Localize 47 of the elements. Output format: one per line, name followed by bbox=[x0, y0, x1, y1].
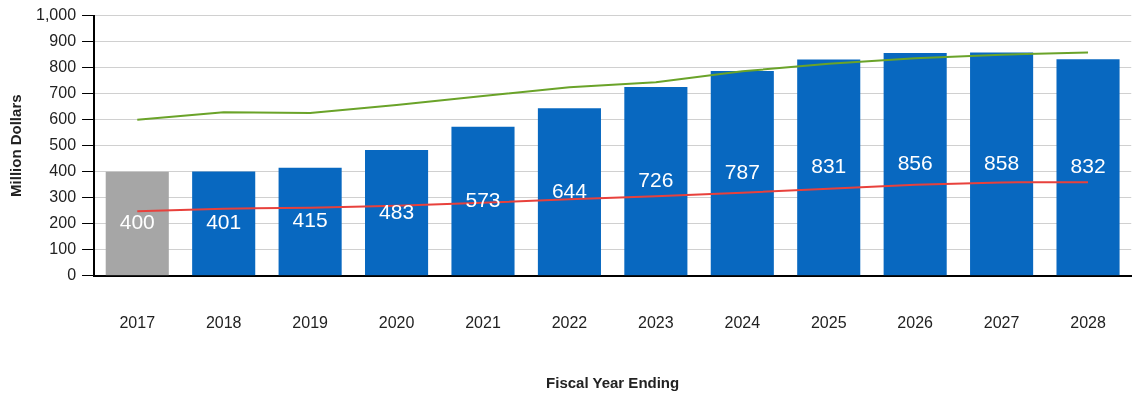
y-tick-label: 700 bbox=[49, 84, 77, 102]
y-tick-label: 900 bbox=[49, 32, 77, 50]
x-tick-label: 2028 bbox=[1070, 313, 1106, 331]
data-label: 415 bbox=[292, 208, 328, 232]
y-tick-label: 1,000 bbox=[35, 6, 77, 24]
x-tick-label: 2024 bbox=[724, 313, 761, 331]
x-tick-label: 2023 bbox=[638, 313, 674, 331]
data-label: 787 bbox=[724, 159, 760, 183]
data-label: 856 bbox=[897, 150, 933, 174]
data-label: 726 bbox=[638, 167, 674, 191]
y-tick-label: 300 bbox=[49, 188, 77, 206]
y-tick-label: 600 bbox=[49, 110, 77, 128]
y-tick-label: 500 bbox=[49, 136, 77, 154]
x-tick-label: 2026 bbox=[897, 313, 934, 331]
x-tick-label: 2019 bbox=[292, 313, 329, 331]
bar bbox=[1056, 59, 1120, 276]
x-axis-title: Fiscal Year Ending bbox=[546, 374, 680, 392]
x-tick-label: 2020 bbox=[378, 313, 415, 331]
bar bbox=[105, 171, 169, 276]
data-label: 832 bbox=[1070, 154, 1106, 178]
bar bbox=[451, 126, 515, 276]
bar bbox=[365, 150, 429, 276]
y-tick-label: 200 bbox=[49, 214, 77, 232]
data-label: 400 bbox=[119, 210, 155, 234]
x-tick-label: 2018 bbox=[205, 313, 242, 331]
bar bbox=[278, 167, 342, 276]
data-label: 401 bbox=[206, 210, 242, 234]
data-label: 644 bbox=[551, 178, 588, 202]
x-tick-label: 2027 bbox=[983, 313, 1020, 331]
x-tick-label: 2017 bbox=[119, 313, 156, 331]
data-label: 831 bbox=[811, 154, 847, 178]
x-tick-label: 2025 bbox=[810, 313, 847, 331]
y-tick-label: 800 bbox=[49, 58, 77, 76]
bar bbox=[537, 108, 601, 276]
y-tick-label: 100 bbox=[49, 240, 77, 258]
bar bbox=[970, 52, 1034, 276]
y-tick-label: 0 bbox=[67, 266, 77, 284]
x-tick-label: 2021 bbox=[465, 313, 501, 331]
bar bbox=[883, 53, 947, 276]
y-axis-title: Million Dollars bbox=[7, 94, 25, 197]
bar bbox=[192, 171, 256, 276]
x-tick-label: 2022 bbox=[551, 313, 588, 331]
bar bbox=[797, 59, 861, 276]
data-label: 858 bbox=[984, 150, 1020, 174]
bar bbox=[624, 86, 688, 276]
y-tick-label: 400 bbox=[49, 162, 77, 180]
bar bbox=[710, 71, 774, 276]
